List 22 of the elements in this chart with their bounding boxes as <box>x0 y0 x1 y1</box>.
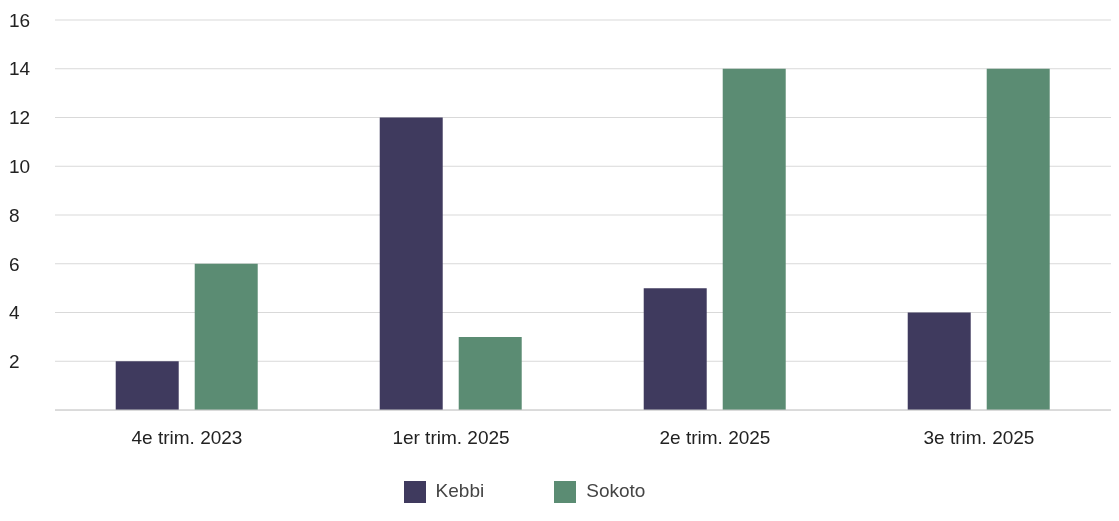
y-tick-label: 16 <box>9 9 31 31</box>
y-tick-label: 12 <box>9 107 31 129</box>
y-tick-label: 10 <box>9 156 31 177</box>
y-tick-label: 2 <box>9 351 20 373</box>
x-tick-label: 2e trim. 2025 <box>659 426 771 448</box>
legend-label: Sokoto <box>586 480 646 502</box>
y-tick-label: 14 <box>9 58 31 80</box>
bar <box>986 68 1050 411</box>
x-tick-label: 1er trim. 2025 <box>392 426 510 448</box>
bar <box>907 312 971 411</box>
bar <box>379 117 443 411</box>
y-tick-label: 4 <box>9 302 20 324</box>
bar <box>643 288 707 411</box>
legend-label: Kebbi <box>435 480 485 502</box>
bar <box>194 263 258 411</box>
y-tick-label: 8 <box>9 204 20 226</box>
x-tick-label: 4e trim. 2023 <box>131 426 243 448</box>
x-tick-label: 3e trim. 2025 <box>923 426 1035 448</box>
y-tick-label: 6 <box>9 253 20 275</box>
bar <box>722 68 786 411</box>
bar <box>458 336 522 411</box>
bar <box>115 361 179 411</box>
